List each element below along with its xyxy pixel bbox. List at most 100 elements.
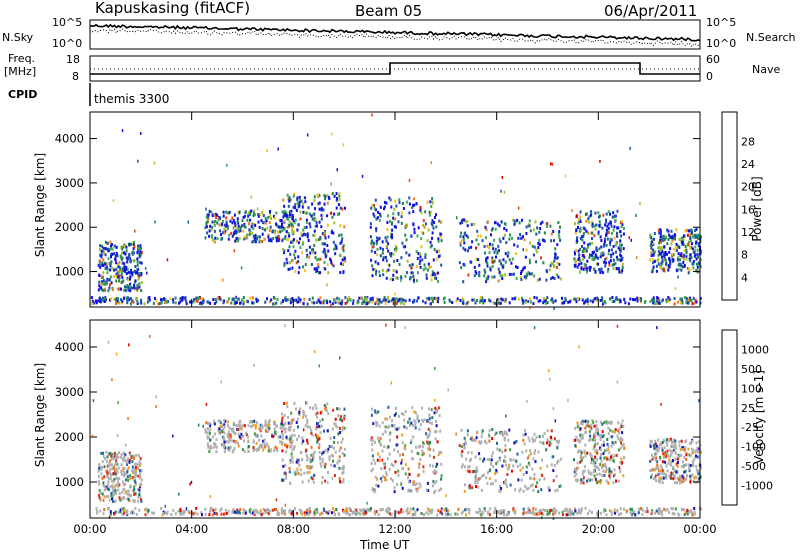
echo-cell	[657, 447, 660, 451]
echo-cell	[548, 268, 551, 272]
echo-cell	[539, 440, 542, 444]
echo-cell	[501, 277, 504, 280]
echo-cell	[324, 479, 327, 483]
echo-cell	[293, 192, 296, 196]
echo-cell	[400, 412, 403, 416]
echo-cell	[492, 451, 494, 455]
echo-cell	[265, 429, 268, 433]
echo-cell	[575, 260, 578, 264]
echo-cell	[137, 454, 140, 457]
echo-cell	[227, 446, 230, 450]
echo-cell	[303, 269, 306, 273]
echo-cell	[610, 224, 613, 228]
echo-cell	[93, 301, 95, 305]
echo-cell	[140, 132, 142, 135]
echo-cell	[138, 272, 141, 276]
echo-cell	[233, 431, 235, 434]
echo-cell	[601, 430, 604, 434]
echo-cell	[427, 228, 430, 232]
echo-cell	[578, 256, 581, 260]
echo-cell	[595, 479, 598, 483]
echo-cell	[280, 219, 283, 222]
echo-cell	[463, 446, 466, 450]
echo-cell	[506, 254, 509, 258]
echo-cell	[422, 231, 425, 235]
echo-cell	[133, 241, 136, 245]
echo-cell	[659, 248, 662, 252]
echo-cell	[405, 238, 408, 242]
echo-cell	[483, 274, 486, 278]
echo-cell	[693, 254, 696, 258]
power-colorbar-label: Power [dB]	[750, 176, 764, 242]
echo-cell	[546, 222, 549, 226]
echo-cell	[370, 249, 373, 253]
echo-cell	[574, 222, 576, 226]
echo-cell	[471, 470, 474, 474]
echo-cell	[326, 214, 329, 218]
echo-cell	[102, 271, 105, 275]
echo-cell	[613, 473, 616, 477]
echo-cell	[661, 476, 663, 480]
echo-cell	[299, 300, 302, 303]
echo-cell	[416, 257, 419, 260]
echo-cell	[440, 474, 443, 478]
echo-cell	[604, 223, 607, 227]
echo-cell	[432, 221, 435, 224]
echo-cell	[421, 418, 424, 422]
echo-cell	[97, 469, 100, 473]
echo-cell	[390, 235, 392, 238]
echo-cell	[505, 513, 508, 517]
echo-cell	[417, 473, 420, 477]
echo-cell	[138, 460, 141, 464]
echo-cell	[341, 300, 344, 304]
echo-cell	[249, 510, 251, 514]
echo-cell	[282, 299, 285, 303]
echo-cell	[339, 206, 342, 210]
echo-cell	[382, 248, 384, 251]
echo-cell	[608, 260, 611, 264]
echo-cell	[528, 219, 531, 223]
echo-cell	[539, 299, 542, 303]
echo-cell	[269, 300, 272, 304]
echo-cell	[621, 431, 624, 435]
echo-cell	[145, 508, 148, 512]
echo-cell	[609, 435, 612, 439]
echo-cell	[220, 222, 223, 226]
echo-cell	[318, 436, 321, 440]
echo-cell	[610, 421, 613, 425]
echo-cell	[473, 274, 476, 278]
echo-cell	[321, 232, 324, 235]
echo-cell	[699, 296, 702, 300]
echo-cell	[112, 490, 114, 494]
echo-cell	[652, 456, 655, 460]
echo-cell	[344, 302, 347, 305]
echo-cell	[319, 431, 322, 435]
echo-cell	[331, 445, 333, 449]
echo-cell	[666, 438, 668, 442]
echo-cell	[216, 237, 219, 241]
echo-cell	[677, 275, 679, 279]
echo-cell	[315, 406, 318, 410]
echo-cell	[375, 229, 378, 233]
echo-cell	[489, 299, 492, 303]
echo-cell	[114, 258, 117, 262]
echo-cell	[380, 443, 383, 447]
echo-cell	[225, 223, 228, 227]
echo-cell	[196, 512, 199, 516]
echo-cell	[101, 466, 103, 469]
echo-cell	[408, 253, 411, 257]
echo-cell	[405, 224, 408, 228]
colorbar-frame	[721, 329, 738, 506]
echo-cell	[667, 462, 670, 465]
echo-cell	[262, 439, 265, 443]
echo-cell	[384, 476, 386, 480]
echo-cell	[106, 277, 109, 281]
echo-cell	[549, 377, 551, 381]
echo-cell	[409, 507, 412, 511]
echo-cell	[536, 250, 539, 254]
echo-cell	[122, 267, 124, 271]
echo-cell	[115, 267, 118, 271]
echo-cell	[319, 237, 322, 241]
echo-cell	[323, 266, 326, 270]
echo-cell	[489, 513, 491, 517]
